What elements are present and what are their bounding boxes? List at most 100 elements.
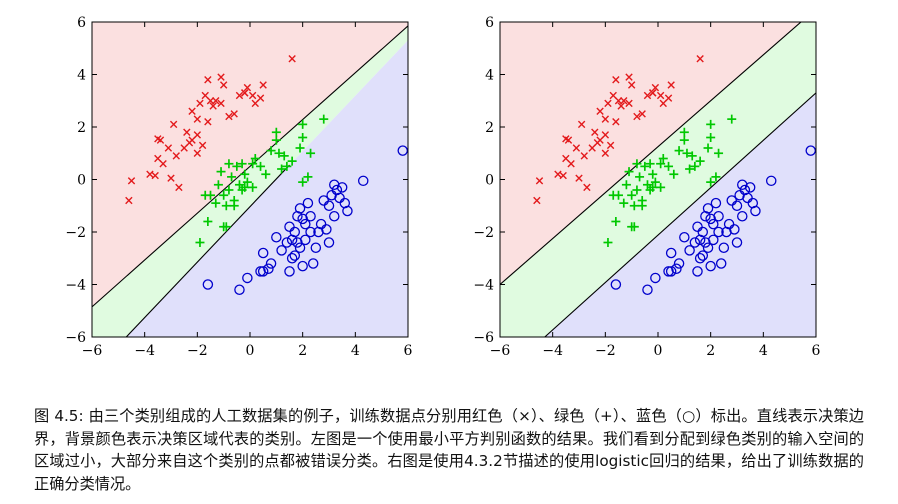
data-point-plus (271, 135, 281, 145)
data-point-circle (665, 266, 677, 277)
data-point-circle (323, 200, 335, 211)
data-point-plus (250, 154, 260, 163)
x-tick-label: 6 (812, 343, 821, 359)
data-point-x (627, 81, 636, 89)
decision-boundary-green-blue (125, 164, 290, 337)
y-tick-label: 2 (77, 120, 86, 136)
data-point-x (601, 131, 610, 139)
data-point-plus (298, 177, 308, 187)
data-point-x (643, 91, 652, 100)
decision-boundary-red-green (500, 22, 802, 285)
data-point-plus (221, 201, 231, 211)
data-point-plus (248, 159, 258, 169)
data-point-plus (306, 148, 316, 158)
data-point-plus (203, 217, 213, 226)
data-point-x (649, 89, 657, 97)
data-point-x (620, 97, 628, 105)
data-point-plus (266, 146, 276, 156)
data-point-plus (664, 161, 674, 171)
x-tick-label: 2 (706, 343, 715, 359)
y-tick-label: −6 (473, 330, 494, 346)
data-point-circle (284, 221, 295, 232)
data-point-x (188, 107, 196, 115)
data-point-plus (234, 180, 244, 190)
data-point-plus (679, 135, 689, 145)
data-point-circle (323, 237, 335, 248)
data-point-x (204, 76, 212, 84)
data-point-x (167, 174, 175, 182)
data-point-plus (614, 190, 623, 200)
data-point-x (235, 91, 244, 100)
y-tick-label: −4 (473, 278, 494, 294)
data-point-plus (656, 159, 666, 169)
data-point-x (196, 99, 204, 108)
data-point-circle (731, 237, 743, 248)
data-point-plus (206, 190, 215, 200)
data-point-circle (642, 284, 653, 295)
data-point-plus (627, 190, 637, 200)
left-chart-least-squares: −6 −4 −2 0 2 4 6 −6 −4 −2 0 2 4 6 (65, 15, 412, 359)
data-point-circle (357, 175, 369, 187)
data-point-x (633, 112, 641, 121)
data-point-x (193, 131, 202, 139)
x-tick-label: 4 (759, 343, 768, 359)
data-point-plus (714, 148, 724, 158)
data-point-x (575, 174, 583, 182)
data-point-circle (679, 231, 690, 243)
data-point-circle (713, 226, 724, 238)
data-point-circle (729, 224, 740, 235)
data-point-circle (315, 218, 327, 230)
data-point-plus (624, 167, 634, 177)
data-point-x (656, 91, 665, 100)
data-point-circle (257, 266, 269, 277)
data-point-x (209, 102, 217, 110)
data-point-x (567, 160, 575, 168)
data-point-circle (731, 200, 743, 211)
data-point-plus (237, 159, 247, 169)
y-tick-label: 4 (77, 68, 86, 84)
data-point-x (559, 171, 567, 180)
data-point-plus (621, 180, 631, 190)
x-tick-label: 2 (298, 343, 307, 359)
data-point-x (591, 128, 599, 136)
data-point-plus (685, 164, 695, 174)
data-point-x (638, 110, 646, 118)
data-point-circle (737, 210, 748, 222)
data-point-circle (750, 205, 761, 217)
data-point-plus (706, 119, 716, 129)
data-point-plus (279, 151, 289, 161)
data-point-x (183, 128, 191, 136)
x-tick-label: 0 (654, 343, 663, 359)
data-point-x (596, 107, 604, 115)
data-point-plus (687, 151, 697, 161)
data-point-plus (632, 159, 642, 169)
data-point-x (217, 73, 225, 81)
data-point-x (198, 141, 207, 150)
data-point-circle (281, 237, 293, 248)
x-tick-label: −4 (134, 343, 155, 359)
data-point-plus (319, 114, 329, 124)
data-point-plus (635, 172, 645, 182)
decision-boundary-green-blue (544, 92, 816, 337)
data-point-plus (227, 172, 237, 182)
data-point-circle (805, 145, 816, 156)
data-point-plus (619, 198, 629, 208)
data-point-x (164, 144, 173, 152)
data-point-circle (705, 260, 716, 272)
data-point-plus (727, 114, 737, 124)
data-point-plus (682, 148, 692, 158)
data-point-circle (673, 258, 685, 269)
data-point-x (564, 136, 573, 144)
x-tick-label: −2 (595, 343, 616, 359)
data-point-x (535, 177, 544, 185)
data-point-plus (640, 161, 650, 171)
data-point-plus (232, 161, 242, 171)
data-point-plus (669, 169, 679, 179)
data-point-circle (705, 213, 716, 225)
data-point-circle (723, 218, 735, 230)
data-point-plus (642, 180, 652, 190)
data-point-x (601, 115, 610, 123)
data-point-circle (715, 258, 727, 269)
data-point-circle (242, 272, 253, 284)
data-point-circle (708, 234, 719, 246)
